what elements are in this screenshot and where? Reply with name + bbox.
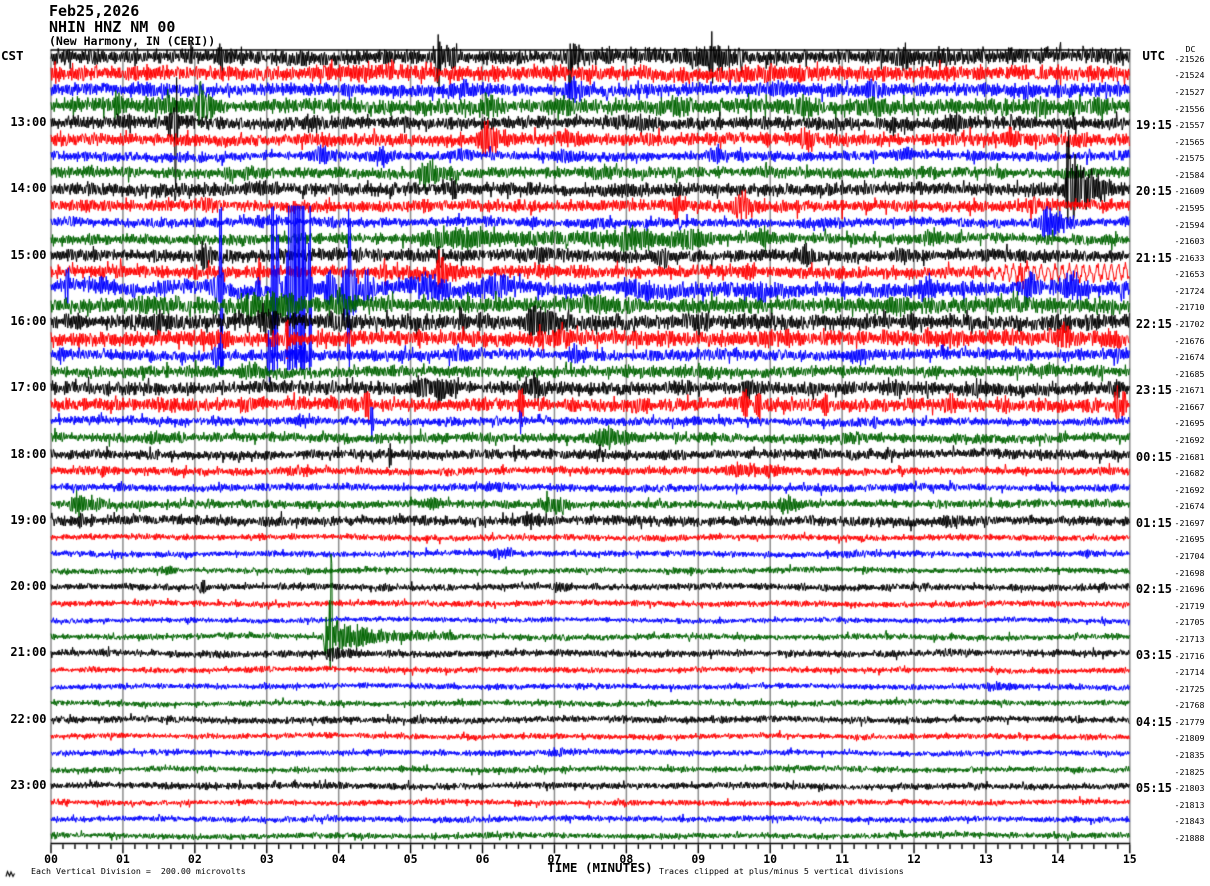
footer-clip-note: Traces clipped at plus/minus 5 vertical … <box>659 866 904 876</box>
cst-time-label: 22:00 <box>10 711 47 726</box>
dc-offset-value: -21653 <box>1174 269 1205 280</box>
utc-time-label: 03:15 <box>1135 648 1172 663</box>
dc-offset-value: -21710 <box>1174 302 1205 313</box>
dc-offset-value: -21695 <box>1174 418 1205 429</box>
dc-offset-value: -21682 <box>1174 468 1205 479</box>
dc-offset-value: -21813 <box>1174 799 1205 810</box>
dc-offset-value: -21674 <box>1174 352 1205 363</box>
x-tick-label: 11 <box>835 852 850 866</box>
utc-time-label: 05:15 <box>1135 781 1172 795</box>
footer-scale-note: Each Vertical Division = 200.00 microvol… <box>31 866 246 876</box>
dc-offset-value: -21594 <box>1174 219 1205 230</box>
cst-time-label: 19:00 <box>10 512 47 527</box>
x-tick-label: 06 <box>475 852 490 866</box>
dc-offset-value: -21768 <box>1174 700 1205 711</box>
utc-time-label: 20:15 <box>1135 184 1172 199</box>
dc-offset-value: -21713 <box>1174 633 1205 644</box>
cst-time-label: 21:00 <box>10 645 47 660</box>
dc-offset-value: -21809 <box>1174 733 1205 744</box>
dc-offset-value: -21633 <box>1174 252 1205 263</box>
dc-offset-value: -21527 <box>1174 86 1205 97</box>
utc-time-label: 00:15 <box>1135 449 1172 464</box>
cst-time-label: 13:00 <box>10 115 47 129</box>
utc-time-label: 01:15 <box>1135 515 1172 530</box>
dc-offset-value: -21704 <box>1174 551 1205 562</box>
utc-time-label: 19:15 <box>1135 118 1172 132</box>
dc-offset-value: -21705 <box>1174 617 1205 628</box>
x-tick-label: 13 <box>979 852 993 866</box>
dc-offset-value: -21697 <box>1174 517 1205 528</box>
dc-offset-value: -21692 <box>1174 484 1205 495</box>
dc-offset-value: -21888 <box>1174 832 1205 843</box>
x-tick-label: 10 <box>763 852 778 866</box>
dc-offset-value: -21584 <box>1174 169 1205 180</box>
utc-time-label: 21:15 <box>1135 250 1172 265</box>
dc-offset-value: -21843 <box>1174 816 1205 827</box>
left-axis-header-cst: CST <box>1 47 24 63</box>
dc-offset-value: -21556 <box>1174 103 1205 114</box>
x-tick-label: 07 <box>547 852 562 866</box>
dc-offset-value: -21719 <box>1174 600 1205 611</box>
cst-time-label: 15:00 <box>10 247 47 262</box>
x-tick-label: 01 <box>115 852 130 866</box>
dc-offset-value: -21595 <box>1174 202 1205 213</box>
cst-time-label: 20:00 <box>10 579 47 594</box>
x-tick-label: 02 <box>187 852 202 866</box>
cst-time-label: 17:00 <box>10 380 47 395</box>
title-date: Feb25,2026 <box>49 2 140 20</box>
dc-offset-value: -21698 <box>1174 567 1205 578</box>
dc-offset-value: -21609 <box>1174 186 1205 197</box>
utc-time-label: 23:15 <box>1135 383 1172 398</box>
right-axis-header-utc: UTC <box>1142 47 1165 63</box>
x-tick-label: 15 <box>1122 852 1137 866</box>
dc-offset-value: -21526 <box>1174 53 1205 64</box>
dc-offset-value: -21835 <box>1174 749 1205 760</box>
dc-offset-value: -21565 <box>1174 136 1205 147</box>
dc-offset-value: -21803 <box>1174 783 1205 794</box>
title-location: (New Harmony, IN (CERI)) <box>49 34 216 48</box>
dc-offset-value: -21825 <box>1174 766 1205 777</box>
x-axis-title: TIME (MINUTES) <box>547 860 653 875</box>
dc-offset-value: -21779 <box>1174 716 1205 727</box>
x-tick-label: 04 <box>331 852 346 866</box>
x-tick-label: 14 <box>1050 852 1065 866</box>
dc-offset-value: -21575 <box>1174 153 1205 164</box>
dc-offset-value: -21714 <box>1174 667 1205 678</box>
dc-offset-value: -21724 <box>1174 285 1205 296</box>
dc-offset-value: -21603 <box>1174 236 1205 247</box>
dc-offset-value: -21671 <box>1174 385 1205 396</box>
dc-offset-value: -21692 <box>1174 435 1205 446</box>
dc-column-header: DC <box>1185 43 1196 54</box>
cst-time-label: 23:00 <box>10 778 47 792</box>
x-tick-label: 00 <box>44 852 58 866</box>
dc-offset-value: -21557 <box>1174 120 1205 131</box>
title-station: NHIN HNZ NM 00 <box>49 18 176 36</box>
cst-time-label: 16:00 <box>10 313 47 328</box>
dc-offset-value: -21696 <box>1174 584 1205 595</box>
dc-offset-value: -21681 <box>1174 451 1205 462</box>
x-tick-label: 09 <box>691 852 706 866</box>
dc-offset-value: -21524 <box>1174 70 1205 81</box>
x-tick-label: 03 <box>259 852 274 866</box>
dc-offset-value: -21695 <box>1174 534 1205 545</box>
cst-time-label: 14:00 <box>10 181 47 196</box>
dc-offset-value: -21667 <box>1174 401 1205 412</box>
x-tick-label: 05 <box>403 852 418 866</box>
cst-time-label: 18:00 <box>10 446 47 461</box>
dc-offset-value: -21716 <box>1174 650 1205 661</box>
dc-offset-value: -21702 <box>1174 319 1205 329</box>
dc-offset-value: -21674 <box>1174 501 1205 512</box>
dc-offset-value: -21685 <box>1174 368 1205 379</box>
x-tick-label: 08 <box>619 852 634 866</box>
dc-offset-value: -21676 <box>1174 335 1205 346</box>
utc-time-label: 02:15 <box>1135 582 1172 597</box>
dc-offset-value: -21725 <box>1174 683 1205 694</box>
x-tick-label: 12 <box>907 852 921 866</box>
utc-time-label: 22:15 <box>1135 316 1172 331</box>
utc-time-label: 04:15 <box>1135 714 1172 729</box>
